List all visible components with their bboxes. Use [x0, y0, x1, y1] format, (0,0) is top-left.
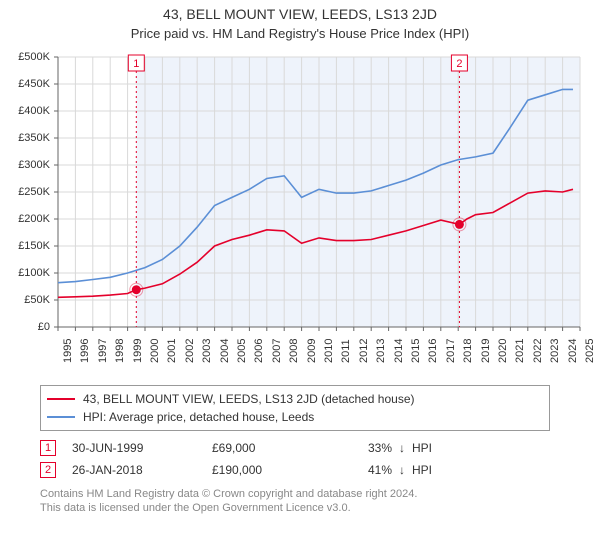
- x-tick-label: 2025: [584, 339, 596, 363]
- svg-text:2: 2: [456, 58, 462, 70]
- y-tick-label: £500K: [4, 51, 50, 63]
- sale-hpi-label: HPI: [412, 463, 452, 477]
- sale-price: £190,000: [212, 463, 322, 477]
- sale-marker: 1: [40, 440, 56, 456]
- x-tick-label: 2002: [184, 339, 196, 363]
- y-tick-label: £400K: [4, 105, 50, 117]
- x-tick-label: 2007: [271, 339, 283, 363]
- down-arrow-icon: ↓: [392, 441, 412, 455]
- x-tick-label: 2019: [480, 339, 492, 363]
- x-tick-label: 1998: [114, 339, 126, 363]
- svg-text:1: 1: [133, 58, 139, 70]
- chart-svg: 12: [10, 47, 590, 377]
- x-tick-label: 2009: [306, 339, 318, 363]
- x-tick-label: 2016: [427, 339, 439, 363]
- legend: 43, BELL MOUNT VIEW, LEEDS, LS13 2JD (de…: [40, 385, 550, 431]
- x-tick-label: 2015: [410, 339, 422, 363]
- x-tick-label: 1999: [132, 339, 144, 363]
- y-tick-label: £250K: [4, 186, 50, 198]
- y-tick-label: £100K: [4, 267, 50, 279]
- legend-label: 43, BELL MOUNT VIEW, LEEDS, LS13 2JD (de…: [83, 392, 415, 406]
- x-tick-label: 2005: [236, 339, 248, 363]
- y-tick-label: £350K: [4, 132, 50, 144]
- footer-line-2: This data is licensed under the Open Gov…: [40, 501, 590, 515]
- sale-hpi-label: HPI: [412, 441, 452, 455]
- x-tick-label: 2013: [375, 339, 387, 363]
- sale-date: 30-JUN-1999: [72, 441, 212, 455]
- sale-price: £69,000: [212, 441, 322, 455]
- x-tick-label: 2014: [393, 339, 405, 363]
- x-tick-label: 2021: [514, 339, 526, 363]
- x-tick-label: 2000: [149, 339, 161, 363]
- footer-attribution: Contains HM Land Registry data © Crown c…: [40, 487, 590, 516]
- y-tick-label: £0: [4, 321, 50, 333]
- page-title: 43, BELL MOUNT VIEW, LEEDS, LS13 2JD: [0, 0, 600, 22]
- x-tick-label: 2017: [445, 339, 457, 363]
- sale-marker: 2: [40, 462, 56, 478]
- x-tick-label: 1995: [62, 339, 74, 363]
- y-tick-label: £150K: [4, 240, 50, 252]
- sale-row: 1 30-JUN-1999£69,00033%↓HPI: [40, 437, 550, 459]
- legend-label: HPI: Average price, detached house, Leed…: [83, 410, 314, 424]
- x-tick-label: 2020: [497, 339, 509, 363]
- legend-swatch: [47, 398, 75, 400]
- x-tick-label: 2008: [288, 339, 300, 363]
- down-arrow-icon: ↓: [392, 463, 412, 477]
- x-tick-label: 1997: [97, 339, 109, 363]
- x-tick-label: 2001: [166, 339, 178, 363]
- x-tick-label: 2004: [219, 339, 231, 363]
- x-tick-label: 1996: [79, 339, 91, 363]
- x-tick-label: 2010: [323, 339, 335, 363]
- x-tick-label: 2023: [549, 339, 561, 363]
- y-tick-label: £450K: [4, 78, 50, 90]
- sale-pct: 33%: [322, 441, 392, 455]
- y-tick-label: £50K: [4, 294, 50, 306]
- x-tick-label: 2011: [340, 339, 352, 363]
- x-tick-label: 2018: [462, 339, 474, 363]
- x-tick-label: 2006: [253, 339, 265, 363]
- sale-pct: 41%: [322, 463, 392, 477]
- page-subtitle: Price paid vs. HM Land Registry's House …: [0, 22, 600, 47]
- legend-row: HPI: Average price, detached house, Leed…: [47, 408, 543, 426]
- sales-table: 1 30-JUN-1999£69,00033%↓HPI 2 26-JAN-2018£1…: [40, 437, 550, 481]
- x-tick-label: 2022: [532, 339, 544, 363]
- x-tick-label: 2024: [567, 339, 579, 363]
- y-tick-label: £300K: [4, 159, 50, 171]
- chart: 12 £0£50K£100K£150K£200K£250K£300K£350K£…: [10, 47, 590, 377]
- x-tick-label: 2003: [201, 339, 213, 363]
- sale-row: 2 26-JAN-2018£190,00041%↓HPI: [40, 459, 550, 481]
- legend-row: 43, BELL MOUNT VIEW, LEEDS, LS13 2JD (de…: [47, 390, 543, 408]
- legend-swatch: [47, 416, 75, 418]
- x-tick-label: 2012: [358, 339, 370, 363]
- sale-date: 26-JAN-2018: [72, 463, 212, 477]
- y-tick-label: £200K: [4, 213, 50, 225]
- footer-line-1: Contains HM Land Registry data © Crown c…: [40, 487, 590, 501]
